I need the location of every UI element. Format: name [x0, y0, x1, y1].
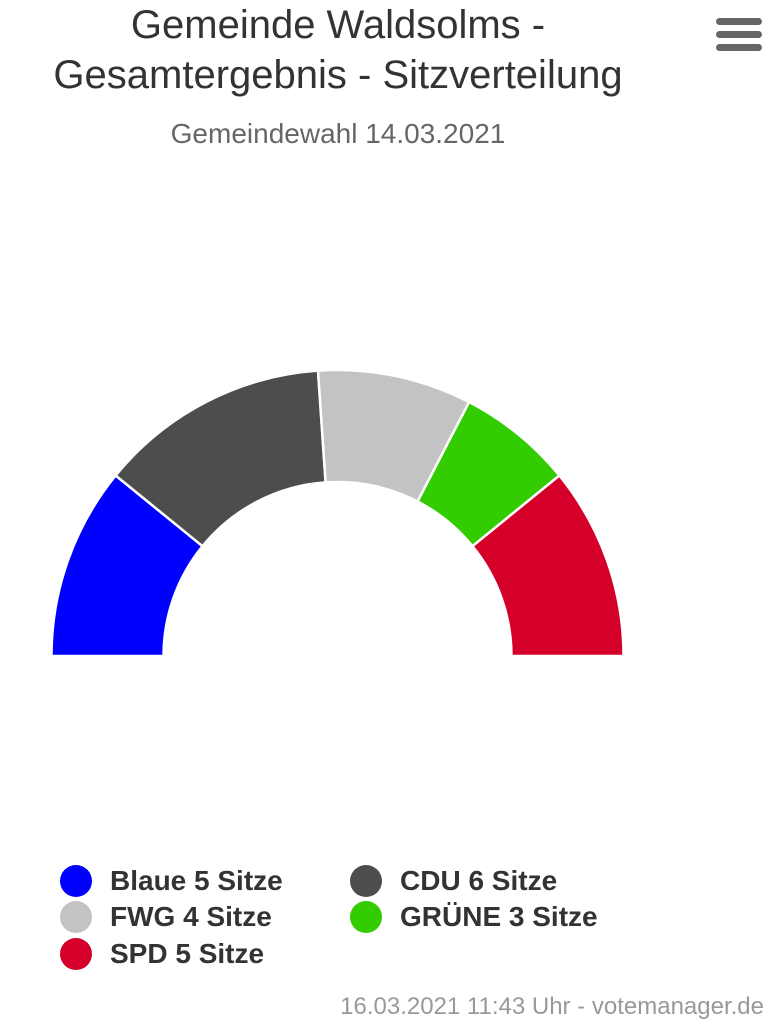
hamburger-menu-icon[interactable]: [706, 6, 768, 62]
legend-label-blaue: Blaue 5 Sitze: [110, 865, 283, 896]
chart-title-line-1: Gemeinde Waldsolms -: [130, 3, 546, 47]
credits-link[interactable]: 16.03.2021 11:43 Uhr - votemanager.de: [340, 993, 764, 1020]
legend-marker-blaue: [60, 865, 92, 897]
legend-item-cdu[interactable]: CDU 6 Sitze: [350, 863, 557, 899]
legend-label-spd: SPD 5 Sitze: [110, 938, 265, 969]
legend-label-fwg: FWG 4 Sitze: [110, 901, 272, 932]
legend-label-grüne: GRÜNE 3 Sitze: [400, 901, 598, 932]
legend-item-blaue[interactable]: Blaue 5 Sitze: [60, 863, 283, 899]
legend-marker-spd: [60, 938, 92, 970]
legend-label-cdu: CDU 6 Sitze: [400, 865, 558, 896]
legend-item-spd[interactable]: SPD 5 Sitze: [60, 936, 264, 972]
legend-item-grüne[interactable]: GRÜNE 3 Sitze: [350, 899, 598, 935]
legend-marker-cdu: [350, 865, 382, 897]
legend-item-fwg[interactable]: FWG 4 Sitze: [60, 899, 272, 935]
chart-subtitle: Gemeindewahl 14.03.2021: [170, 118, 506, 149]
legend-marker-grüne: [350, 901, 382, 933]
arc-segment-spd[interactable]: [471, 474, 625, 658]
chart-title-line-2: Gesamtergebnis - Sitzverteilung: [53, 53, 623, 97]
chart-title: Gemeinde Waldsolms - Gesamtergebnis - Si…: [0, 0, 676, 100]
legend-marker-fwg: [60, 901, 92, 933]
